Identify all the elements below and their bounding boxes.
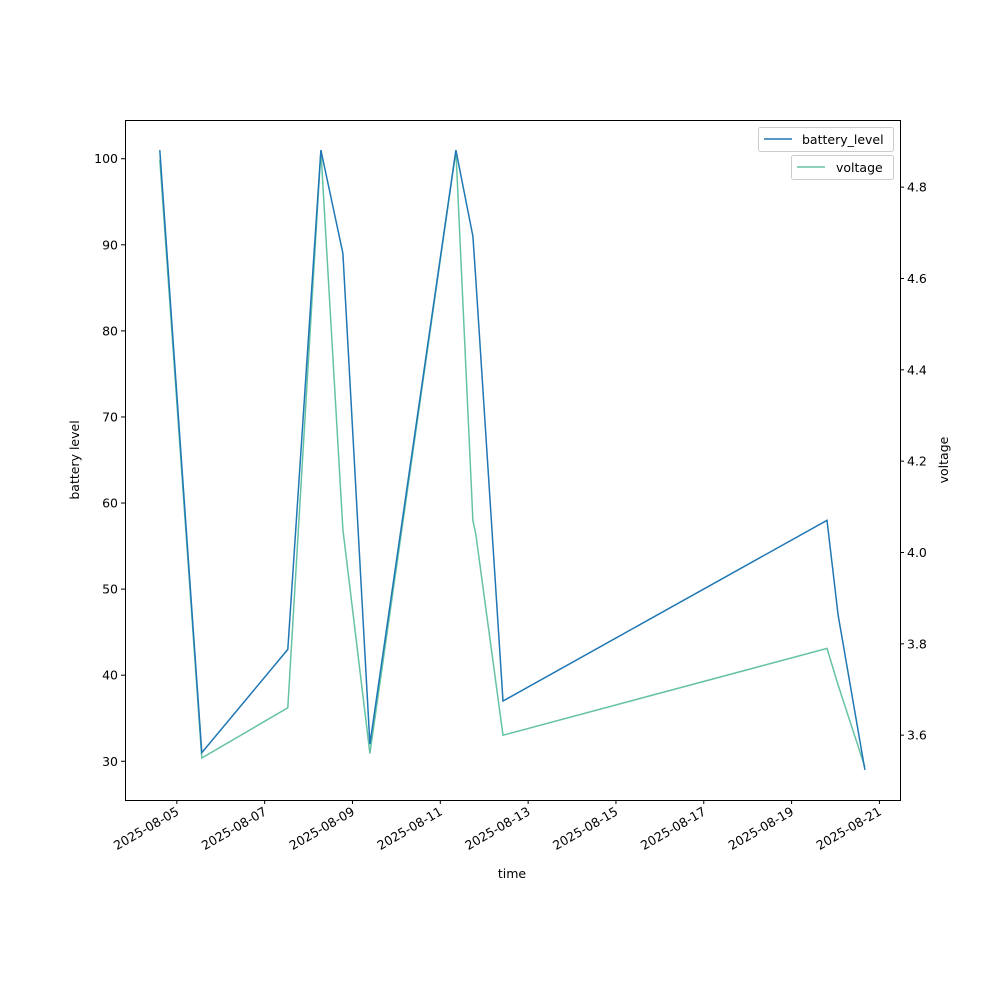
y2-tick-label: 4.4 (907, 362, 927, 377)
y2-tick-label: 4.6 (907, 271, 927, 286)
x-tick-label: 2025-08-13 (462, 804, 532, 853)
x-tick-label: 2025-08-05 (111, 804, 181, 853)
y-tick-label: 40 (102, 668, 118, 683)
x-tick-label: 2025-08-07 (199, 804, 269, 853)
plot-frame (126, 121, 901, 801)
x-tick-label: 2025-08-09 (287, 804, 357, 853)
x-tick-label: 2025-08-19 (726, 804, 796, 853)
x-tick-label: 2025-08-21 (813, 804, 883, 853)
y-axis-label: battery level (67, 420, 82, 499)
legend-battery-label: battery_level (802, 132, 884, 147)
y2-tick-label: 4.8 (907, 180, 927, 195)
y-tick-label: 50 (102, 582, 118, 597)
y-tick-label: 90 (102, 237, 118, 252)
series-line-battery_level (160, 150, 865, 770)
y-tick-label: 80 (102, 323, 118, 338)
y2-tick-label: 3.6 (907, 728, 927, 743)
y2-tick-label: 4.2 (907, 454, 927, 469)
x-tick-label: 2025-08-15 (550, 804, 620, 853)
y2-tick-label: 3.8 (907, 636, 927, 651)
legend-battery: battery_level (759, 128, 894, 152)
y-tick-label: 60 (102, 496, 118, 511)
x-tick-label: 2025-08-11 (374, 804, 444, 853)
x-tick-label: 2025-08-17 (638, 804, 708, 853)
y-tick-label: 70 (102, 409, 118, 424)
series-line-voltage (160, 151, 865, 768)
y-tick-label: 100 (94, 151, 118, 166)
y-tick-label: 30 (102, 754, 118, 769)
legend-voltage: voltage (792, 156, 894, 180)
legend-voltage-label: voltage (836, 160, 883, 175)
x-axis-label: time (498, 866, 527, 881)
y2-tick-label: 4.0 (907, 545, 927, 560)
y2-axis-label: voltage (936, 436, 951, 483)
